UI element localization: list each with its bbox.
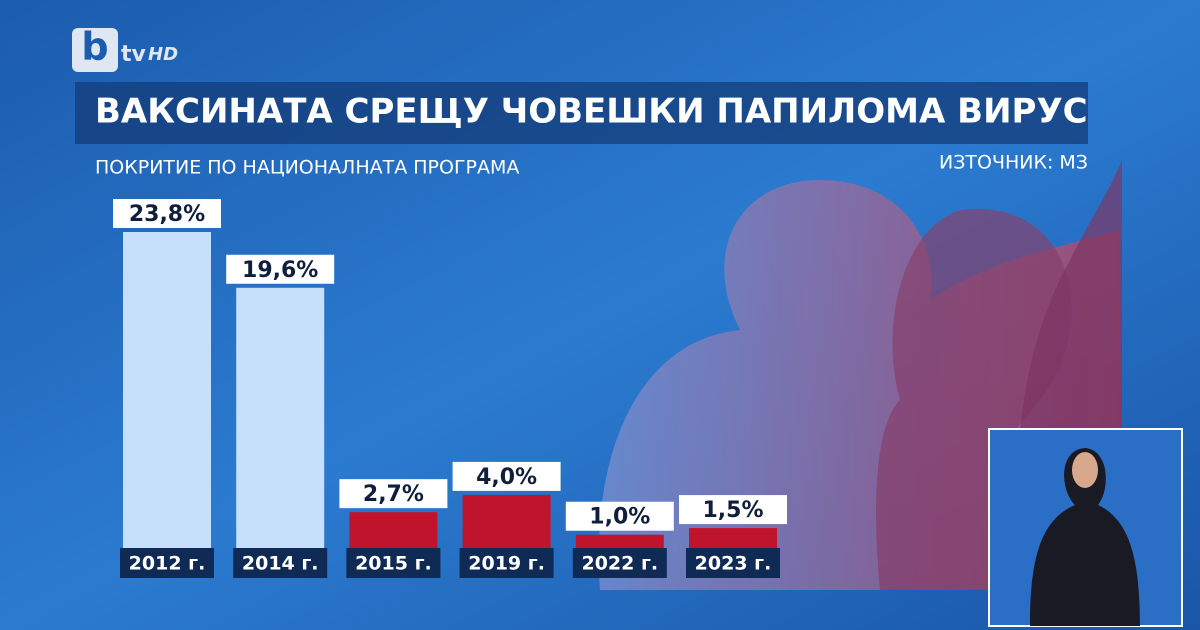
value-label-box xyxy=(679,495,787,525)
logo-box xyxy=(72,28,118,72)
x-tick-label: 2014 г. xyxy=(242,553,319,575)
logo-text: tv xyxy=(121,42,147,67)
logo-suffix: HD xyxy=(148,44,178,65)
value-label-box xyxy=(226,254,335,284)
value-label: 4,0% xyxy=(476,465,537,490)
x-tick-label: 2019 г. xyxy=(468,553,545,575)
interpreter-figure xyxy=(1030,448,1140,626)
plot: 23,8% 2012 г. 19,6% 2014 г. 2,7% 2015 г. 4,0% 2… xyxy=(113,199,787,578)
value-label-box xyxy=(452,461,561,491)
bar xyxy=(462,494,551,548)
category-box xyxy=(572,548,667,578)
x-tick-label: 2012 г. xyxy=(129,553,206,575)
value-label: 1,5% xyxy=(702,498,763,523)
category-box xyxy=(233,548,328,578)
value-label-box xyxy=(565,501,674,531)
value-label-box xyxy=(339,479,448,509)
bar xyxy=(349,512,438,548)
category-box xyxy=(459,548,554,578)
category-box xyxy=(346,548,441,578)
bar xyxy=(123,232,211,548)
value-label: 1,0% xyxy=(589,505,650,530)
value-label-box xyxy=(113,199,221,228)
value-label: 23,8% xyxy=(129,202,205,227)
chart-subtitle: ПОКРИТИЕ ПО НАЦИОНАЛНАТА ПРОГРАМА xyxy=(95,157,519,179)
logo: b tv HD xyxy=(72,25,178,72)
chart-source: ИЗТОЧНИК: МЗ xyxy=(939,152,1088,174)
chart-title: ВАКСИНАТА СРЕЩУ ЧОВЕШКИ ПАПИЛОМА ВИРУС xyxy=(95,92,1088,132)
value-label: 19,6% xyxy=(242,258,318,283)
x-tick-label: 2023 г. xyxy=(695,553,772,575)
bar xyxy=(236,287,325,548)
category-box xyxy=(120,548,214,578)
interpreter xyxy=(988,428,1183,627)
x-tick-label: 2015 г. xyxy=(355,553,432,575)
title-bar xyxy=(75,82,1088,144)
category-box xyxy=(686,548,780,578)
bar xyxy=(689,528,777,548)
logo-mark: b xyxy=(81,25,108,69)
value-label: 2,7% xyxy=(363,482,424,507)
interpreter-face xyxy=(1072,452,1098,488)
x-tick-label: 2022 г. xyxy=(581,553,658,575)
bar xyxy=(575,534,664,548)
